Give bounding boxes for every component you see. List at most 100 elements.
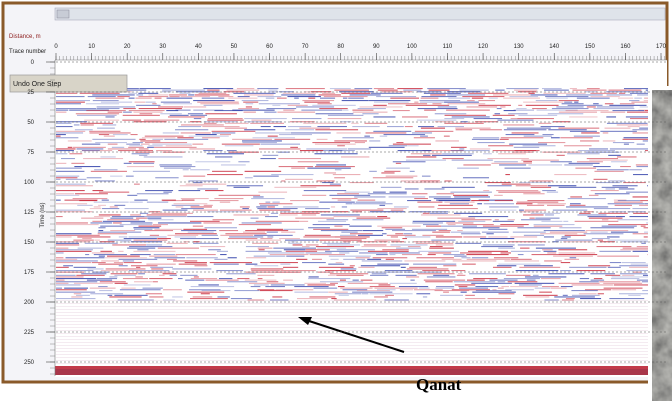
- radar-trace: [443, 291, 449, 293]
- radar-trace: [499, 164, 527, 166]
- radar-trace: [539, 291, 552, 293]
- radar-trace: [457, 230, 463, 232]
- radar-trace: [209, 262, 253, 264]
- radar-trace: [536, 109, 578, 111]
- radar-trace: [302, 100, 335, 102]
- radar-trace: [411, 132, 433, 134]
- radar-trace: [469, 148, 491, 150]
- radar-trace: [207, 89, 220, 91]
- radar-trace: [242, 208, 249, 210]
- radar-trace: [591, 238, 610, 240]
- radar-trace: [192, 296, 213, 298]
- radar-trace: [525, 296, 550, 298]
- radar-trace: [207, 118, 243, 120]
- radar-trace: [97, 233, 128, 235]
- radar-trace: [96, 106, 136, 108]
- radar-trace: [190, 169, 210, 171]
- radar-trace: [246, 257, 267, 259]
- radar-trace: [558, 100, 579, 102]
- radar-trace: [492, 289, 497, 291]
- radar-trace: [89, 208, 102, 210]
- radar-trace: [134, 183, 140, 185]
- radar-trace: [105, 116, 115, 118]
- radar-trace: [238, 224, 272, 226]
- radar-trace: [234, 290, 260, 292]
- radar-trace: [537, 203, 566, 205]
- radar-trace: [530, 212, 561, 214]
- radar-trace: [140, 143, 150, 145]
- radar-trace: [127, 194, 138, 196]
- radar-trace: [395, 274, 417, 276]
- radar-trace: [590, 92, 617, 94]
- radar-trace: [152, 103, 157, 105]
- radar-trace: [98, 230, 104, 232]
- radar-trace: [373, 88, 395, 90]
- radar-trace: [456, 274, 466, 276]
- radar-trace: [286, 255, 305, 257]
- radar-trace: [56, 315, 666, 316]
- radar-trace: [488, 236, 508, 238]
- radar-trace: [532, 274, 539, 276]
- radar-trace: [489, 206, 519, 208]
- radar-trace: [607, 203, 645, 205]
- radar-trace: [588, 194, 599, 196]
- scrollbar[interactable]: [54, 7, 666, 21]
- radar-trace: [56, 222, 88, 224]
- radar-trace: [395, 233, 404, 235]
- radar-trace: [609, 104, 647, 106]
- radar-trace: [265, 286, 285, 288]
- radar-trace: [195, 161, 231, 163]
- radar-trace: [56, 266, 69, 268]
- radar-trace: [232, 138, 272, 140]
- radar-trace: [190, 121, 202, 123]
- radar-trace: [471, 97, 484, 99]
- radar-trace: [474, 121, 499, 123]
- radar-trace: [56, 300, 666, 301]
- radar-trace: [56, 274, 76, 276]
- radar-trace: [596, 106, 634, 108]
- radar-trace: [146, 201, 169, 203]
- radar-trace: [447, 94, 486, 96]
- radar-trace: [56, 312, 666, 313]
- radar-trace: [154, 228, 183, 230]
- radar-trace: [252, 242, 279, 244]
- radar-trace: [583, 233, 624, 235]
- radar-trace: [56, 357, 666, 358]
- radar-trace: [565, 110, 609, 112]
- radar-trace: [500, 224, 529, 226]
- radar-trace: [56, 175, 80, 177]
- radar-trace: [138, 225, 162, 227]
- radar-trace: [149, 211, 161, 213]
- radar-trace: [620, 273, 648, 275]
- radar-trace: [543, 89, 569, 91]
- radar-trace: [341, 100, 369, 102]
- radar-trace: [80, 124, 94, 126]
- radar-trace: [347, 282, 388, 284]
- radar-trace: [86, 110, 126, 112]
- radar-trace: [579, 281, 599, 283]
- radar-trace: [411, 228, 448, 230]
- radar-trace: [56, 351, 666, 352]
- radar-trace: [102, 208, 120, 210]
- radar-trace: [135, 271, 173, 273]
- radar-trace: [364, 135, 370, 137]
- radar-trace: [317, 247, 347, 249]
- radar-trace: [224, 145, 254, 147]
- radar-trace: [589, 159, 628, 161]
- radar-trace: [60, 158, 75, 160]
- radar-trace: [250, 217, 259, 219]
- radar-trace: [200, 293, 210, 295]
- scroll-thumb[interactable]: [56, 9, 70, 19]
- radar-trace: [599, 241, 615, 243]
- radar-trace: [543, 250, 557, 252]
- radar-trace: [413, 137, 435, 139]
- radar-trace: [542, 190, 556, 192]
- radar-trace: [56, 257, 64, 259]
- radar-trace: [94, 169, 118, 171]
- radar-trace: [198, 284, 219, 286]
- radar-trace: [538, 122, 552, 124]
- radar-trace: [257, 289, 275, 291]
- radar-trace: [349, 94, 381, 96]
- radar-trace: [441, 225, 477, 227]
- radar-trace: [228, 151, 259, 153]
